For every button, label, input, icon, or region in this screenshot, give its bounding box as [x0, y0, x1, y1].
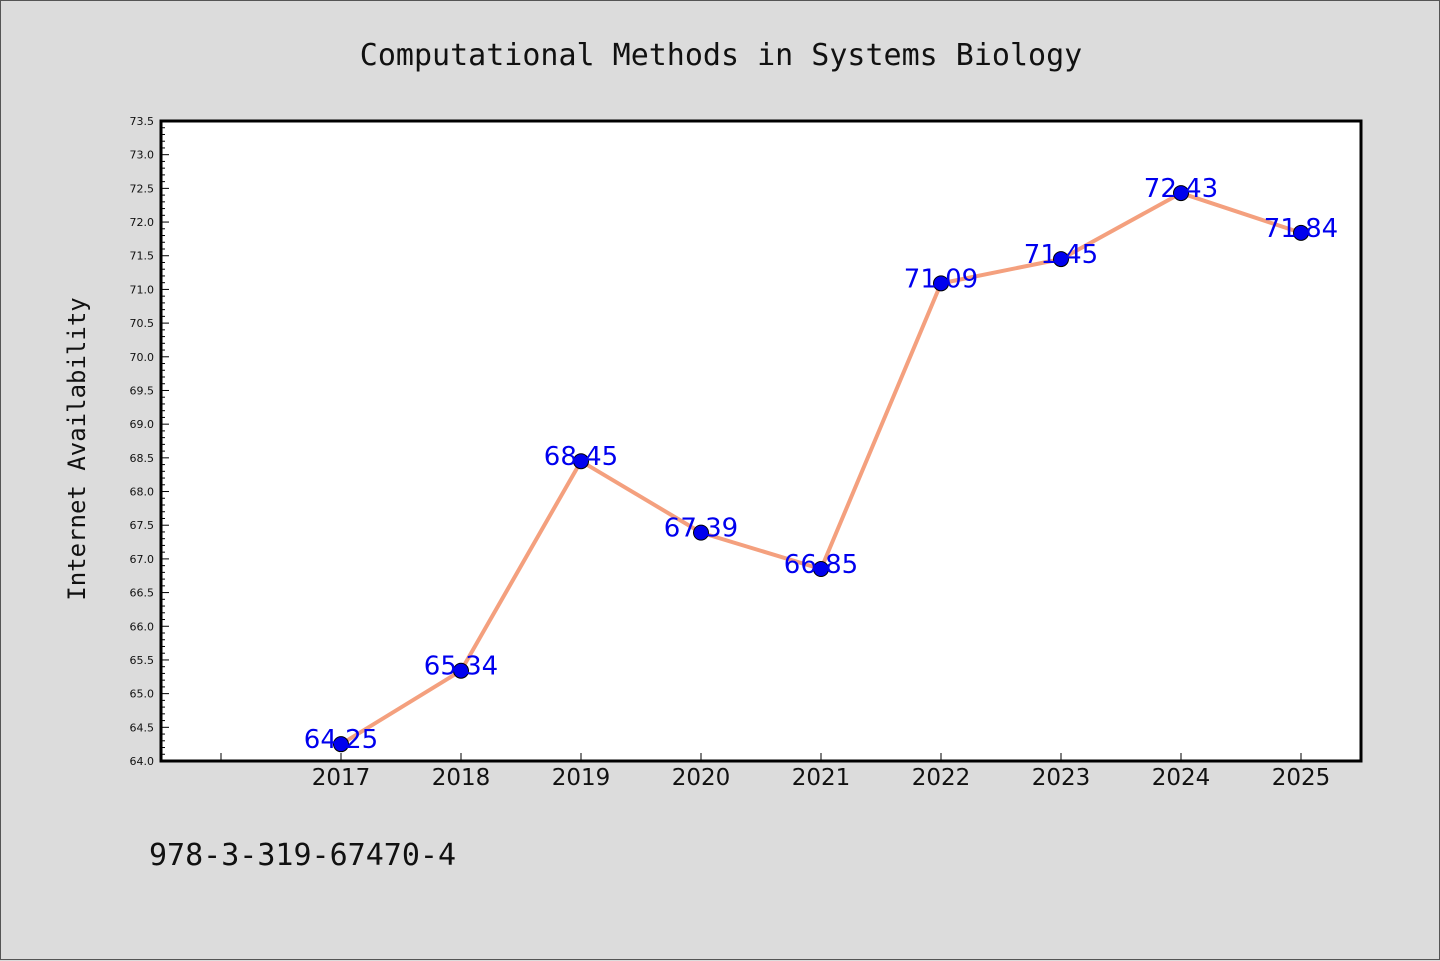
y-tick-label: 70.0 [130, 351, 155, 364]
y-tick-label: 68.0 [130, 486, 155, 499]
x-tick-label: 2020 [672, 765, 731, 791]
data-point-2022 [933, 275, 949, 292]
y-tick-label: 66.5 [130, 587, 155, 600]
y-tick-label: 70.5 [130, 317, 155, 330]
x-tick-label: 2025 [1272, 765, 1331, 791]
y-tick-label: 64.5 [130, 721, 155, 734]
x-tick-label: 2021 [792, 765, 851, 791]
x-tick-label: 2019 [552, 765, 611, 791]
y-tick-label: 71.5 [130, 250, 155, 263]
y-tick-label: 72.0 [130, 216, 155, 229]
data-point-2018 [453, 662, 469, 679]
y-tick-label: 65.0 [130, 688, 155, 701]
data-label-2025: 71.84 [1264, 214, 1338, 244]
data-label-2023: 71.45 [1024, 240, 1098, 270]
y-axis: 64.0 64.5 65.0 65.5 66.0 66.5 67.0 67.5 68.0 68.5… [130, 115, 169, 768]
y-tick-label: 73.5 [130, 115, 155, 128]
data-label-2019: 68.45 [544, 442, 618, 472]
data-label-2024: 72.43 [1144, 174, 1218, 204]
data-point-2024 [1173, 185, 1189, 202]
y-axis-label: Internet Availability [63, 297, 91, 600]
data-label-2017: 64.25 [304, 725, 378, 755]
plot-area [159, 119, 1363, 763]
y-tick-label: 72.5 [130, 182, 155, 195]
x-tick-label: 2023 [1032, 765, 1091, 791]
x-axis: 2017 2018 2019 2020 2021 2022 2023 2024 2025 [220, 753, 1331, 791]
x-tick-label: 2017 [312, 765, 371, 791]
y-tick-label: 67.0 [130, 553, 155, 566]
y-tick-label: 66.0 [130, 620, 155, 633]
x-tick-label: 2018 [432, 765, 491, 791]
y-tick-label: 69.0 [130, 418, 155, 431]
y-tick-label: 67.5 [130, 519, 155, 532]
y-tick-label: 65.5 [130, 654, 155, 667]
chart-title: Computational Methods in Systems Biology [360, 38, 1082, 73]
data-point-2020 [693, 524, 709, 541]
data-label-2020: 67.39 [664, 514, 738, 544]
data-point-2017 [333, 736, 349, 753]
x-tick-label: 2022 [912, 765, 971, 791]
data-point-2019 [573, 453, 589, 470]
y-tick-label: 73.0 [130, 149, 155, 162]
x-tick-label: 2024 [1152, 765, 1211, 791]
data-labels-group: 64.25 65.34 68.45 67.39 66.85 71.09 71.45 72.43… [304, 174, 1338, 755]
isbn-footer: 978-3-319-67470-4 [149, 838, 456, 873]
data-label-2022: 71.09 [904, 264, 978, 294]
y-tick-label: 71.0 [130, 283, 155, 296]
y-tick-label: 69.5 [130, 384, 155, 397]
data-point-2023 [1053, 251, 1069, 268]
y-tick-label: 68.5 [130, 452, 155, 465]
data-point-2025 [1293, 224, 1309, 241]
data-point-2021 [813, 561, 829, 577]
y-tick-label: 64.0 [130, 755, 155, 768]
markers-group [333, 185, 1309, 753]
data-label-2018: 65.34 [424, 652, 498, 682]
data-label-2021: 66.85 [784, 550, 858, 580]
